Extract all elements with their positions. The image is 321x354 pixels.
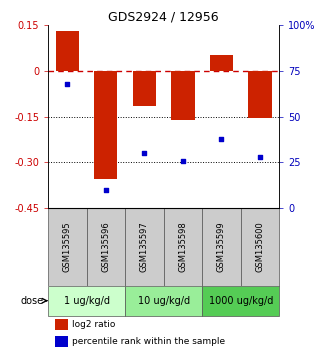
Bar — [202, 209, 241, 286]
Point — [65, 81, 70, 86]
Text: GSM135595: GSM135595 — [63, 222, 72, 272]
Title: GDS2924 / 12956: GDS2924 / 12956 — [108, 11, 219, 24]
Bar — [125, 286, 202, 316]
Text: GSM135597: GSM135597 — [140, 222, 149, 273]
Bar — [56, 31, 79, 71]
Bar — [48, 286, 125, 316]
Point — [103, 187, 108, 193]
Bar — [48, 209, 87, 286]
Bar — [210, 55, 233, 71]
Text: GSM135598: GSM135598 — [178, 222, 187, 273]
Text: 1 ug/kg/d: 1 ug/kg/d — [64, 296, 110, 306]
Point — [257, 154, 263, 160]
Text: dose: dose — [21, 296, 44, 306]
Bar — [164, 209, 202, 286]
Bar — [55, 336, 68, 347]
Bar — [87, 209, 125, 286]
Text: log2 ratio: log2 ratio — [73, 320, 116, 329]
Point — [142, 150, 147, 156]
Bar — [125, 209, 164, 286]
Bar — [171, 71, 195, 120]
Text: GSM135600: GSM135600 — [256, 222, 265, 273]
Bar — [248, 71, 272, 118]
Point — [180, 158, 186, 164]
Text: 1000 ug/kg/d: 1000 ug/kg/d — [209, 296, 273, 306]
Bar — [202, 286, 279, 316]
Point — [219, 136, 224, 142]
Bar — [94, 71, 117, 179]
Bar — [133, 71, 156, 106]
Bar — [241, 209, 279, 286]
Text: percentile rank within the sample: percentile rank within the sample — [73, 337, 226, 346]
Bar — [55, 319, 68, 330]
Text: GSM135599: GSM135599 — [217, 222, 226, 272]
Text: 10 ug/kg/d: 10 ug/kg/d — [138, 296, 190, 306]
Text: GSM135596: GSM135596 — [101, 222, 110, 273]
